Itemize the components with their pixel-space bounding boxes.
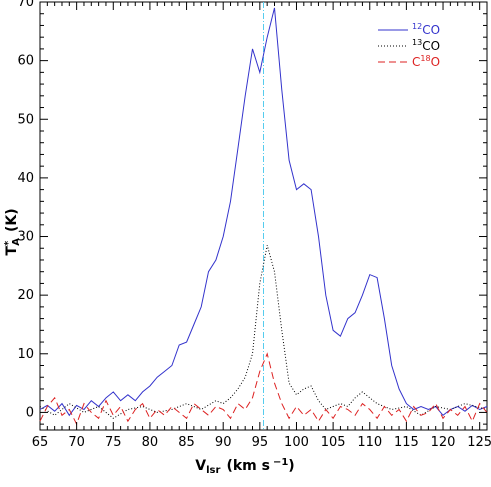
x-tick-label: 95 <box>252 435 269 450</box>
y-tick-label: 0 <box>26 405 34 420</box>
y-tick-label: 70 <box>17 0 34 10</box>
series-layer <box>39 7 488 426</box>
y-tick-label: 20 <box>17 288 34 303</box>
x-tick-label: 75 <box>105 435 122 450</box>
y-tick-label: 40 <box>17 171 34 186</box>
x-tick-label: 70 <box>68 435 85 450</box>
x-tick-label: 125 <box>467 435 491 450</box>
ticks-layer: 65 70 75 80 85 90 95 100 105 110 115 120 125 0 10 20 30 4… <box>17 0 491 450</box>
legend-label-1: 13CO <box>412 38 440 53</box>
y-tick-label: 60 <box>17 54 34 69</box>
x-tick-label: 105 <box>321 435 346 450</box>
series-line-2 <box>39 352 488 426</box>
x-tick-label: 80 <box>142 435 159 450</box>
x-axis-label: Vlsr (km s −1) <box>195 457 294 476</box>
x-tick-label: 100 <box>284 435 309 450</box>
series-line-1 <box>39 245 488 419</box>
series-line-0 <box>39 7 488 417</box>
x-tick-label: 85 <box>178 435 195 450</box>
x-tick-label: 120 <box>431 435 456 450</box>
x-tick-label: 90 <box>215 435 232 450</box>
y-axis-label: T*A(K) <box>3 208 22 255</box>
legend-label-0: 12CO <box>412 22 440 37</box>
x-tick-label: 115 <box>394 435 419 450</box>
x-tick-label: 65 <box>32 435 49 450</box>
y-tick-label: 30 <box>17 230 34 245</box>
y-tick-label: 10 <box>17 347 34 362</box>
legend-label-2: C18O <box>412 54 440 69</box>
x-tick-label: 110 <box>357 435 382 450</box>
y-tick-label: 50 <box>17 112 34 127</box>
